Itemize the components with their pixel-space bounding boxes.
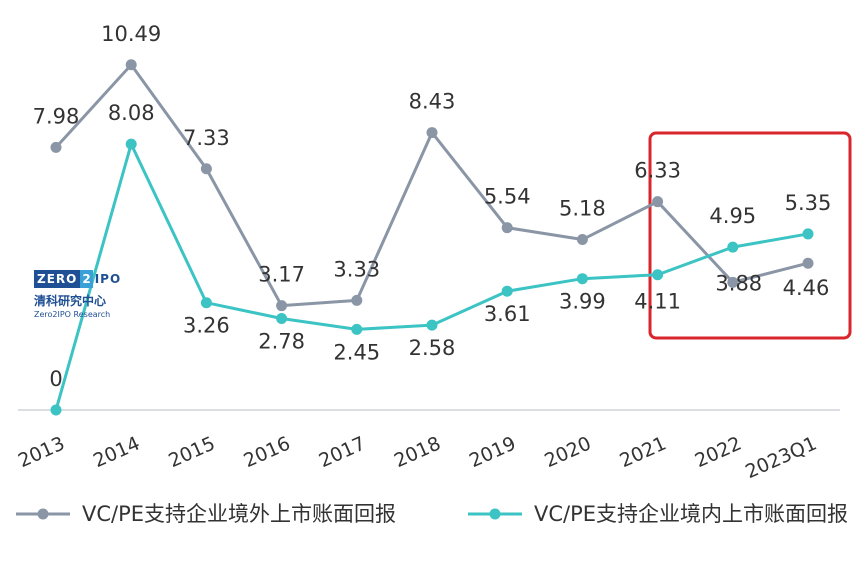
- data-point: [576, 234, 588, 246]
- logo-english-text: Zero2IPO Research: [34, 310, 111, 319]
- legend-marker: [37, 508, 49, 520]
- data-point: [652, 269, 664, 281]
- data-label: 2.58: [409, 336, 456, 360]
- series-line: [54, 142, 810, 412]
- x-tick-label: 2019: [466, 432, 519, 472]
- data-point: [125, 138, 137, 150]
- x-tick-label: 2014: [90, 432, 143, 472]
- data-label: 7.33: [183, 126, 230, 150]
- legend-label: VC/PE支持企业境外上市账面回报: [82, 502, 396, 526]
- data-point: [200, 297, 212, 309]
- data-label: 4.11: [634, 290, 681, 314]
- data-label: 3.26: [183, 314, 230, 338]
- data-label: 6.33: [634, 159, 681, 183]
- x-tick-label: 2020: [541, 432, 594, 472]
- logo-two-text: 2: [80, 270, 93, 288]
- data-point: [802, 228, 814, 240]
- logo-ipo-text: IPO: [94, 272, 122, 286]
- legend-marker: [489, 508, 501, 520]
- data-point: [652, 196, 664, 208]
- data-point: [426, 319, 438, 331]
- data-point: [802, 257, 814, 269]
- data-label: 0: [49, 367, 62, 391]
- data-label: 7.98: [33, 104, 80, 128]
- legend-label: VC/PE支持企业境内上市账面回报: [534, 502, 848, 526]
- data-label: 4.46: [783, 276, 830, 300]
- legend-item: VC/PE支持企业境外上市账面回报: [16, 502, 396, 526]
- x-tick-label: 2013: [15, 432, 68, 472]
- data-label: 5.35: [785, 191, 832, 215]
- legend-item: VC/PE支持企业境内上市账面回报: [468, 502, 848, 526]
- zero2ipo-logo: ZERO 2 IPO 清科研究中心 Zero2IPO Research: [34, 270, 130, 326]
- logo-zero-text: ZERO: [34, 270, 81, 288]
- data-point: [426, 127, 438, 139]
- x-tick-label: 2022: [692, 432, 745, 472]
- data-label: 3.88: [715, 271, 762, 295]
- data-label: 3.99: [559, 290, 606, 314]
- data-point: [727, 276, 739, 288]
- legend: VC/PE支持企业境外上市账面回报 VC/PE支持企业境内上市账面回报: [16, 502, 848, 526]
- x-tick-label: 2015: [165, 432, 218, 472]
- data-point: [727, 241, 739, 253]
- highlight-box: [648, 131, 852, 340]
- data-point: [276, 300, 288, 312]
- data-point: [200, 163, 212, 175]
- data-label: 4.95: [709, 204, 756, 228]
- series-domestic: 0 8.08 3.26 2.78 2.45 2.58 3.61 3.99 4.11 4.95 5.3…: [49, 101, 832, 416]
- x-tick-label: 2016: [241, 432, 294, 472]
- data-label: 2.78: [258, 330, 305, 354]
- logo-chinese-text: 清科研究中心: [34, 294, 107, 308]
- data-point: [576, 273, 588, 285]
- data-label: 8.43: [409, 90, 456, 114]
- x-tick-label: 2018: [391, 432, 444, 472]
- data-label: 3.33: [333, 257, 380, 281]
- data-label: 2.45: [333, 340, 380, 364]
- series-overseas: 7.98 10.49 7.33 3.17 3.33 8.43 5.54 5.18 6.33 3.8…: [33, 22, 830, 312]
- data-label: 5.54: [484, 185, 531, 209]
- data-point: [50, 141, 62, 153]
- data-label: 3.17: [258, 263, 305, 287]
- data-point: [351, 294, 363, 306]
- x-tick-label: 2017: [316, 432, 369, 472]
- data-point: [501, 222, 513, 234]
- data-point: [125, 59, 137, 71]
- data-label: 5.18: [559, 197, 606, 221]
- data-point: [50, 404, 62, 416]
- data-point: [351, 323, 363, 335]
- data-label: 10.49: [101, 22, 161, 46]
- x-tick-label: 2023Q1: [742, 432, 820, 483]
- data-label: 3.61: [484, 302, 531, 326]
- data-label: 8.08: [108, 101, 155, 125]
- data-point: [276, 313, 288, 325]
- data-point: [501, 285, 513, 297]
- x-tick-label: 2021: [617, 432, 670, 472]
